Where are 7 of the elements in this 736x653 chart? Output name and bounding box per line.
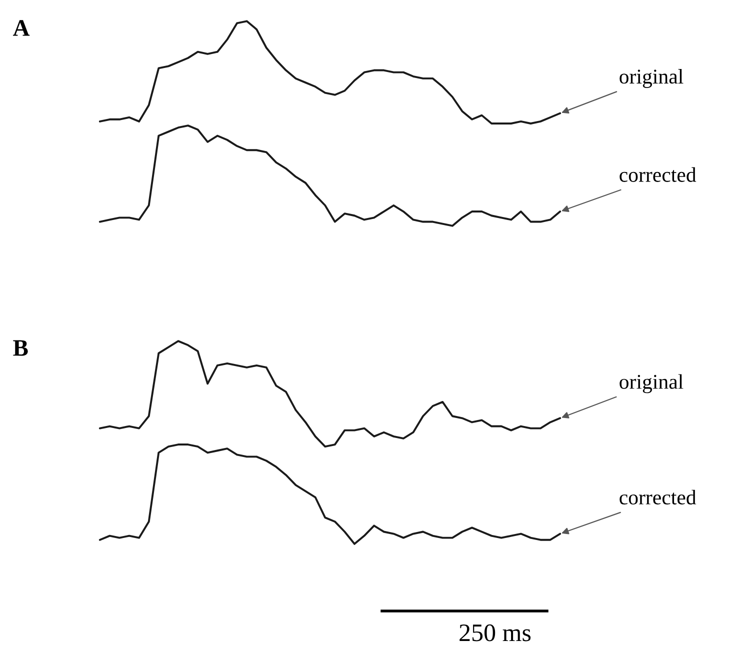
chart-title: A [12,20,30,36]
text: original [620,374,684,394]
text: corrected [620,167,696,182]
text: 250 ms [460,624,531,642]
chart-title: B [13,340,28,356]
text: original [620,68,684,88]
text: corrected [620,490,696,505]
